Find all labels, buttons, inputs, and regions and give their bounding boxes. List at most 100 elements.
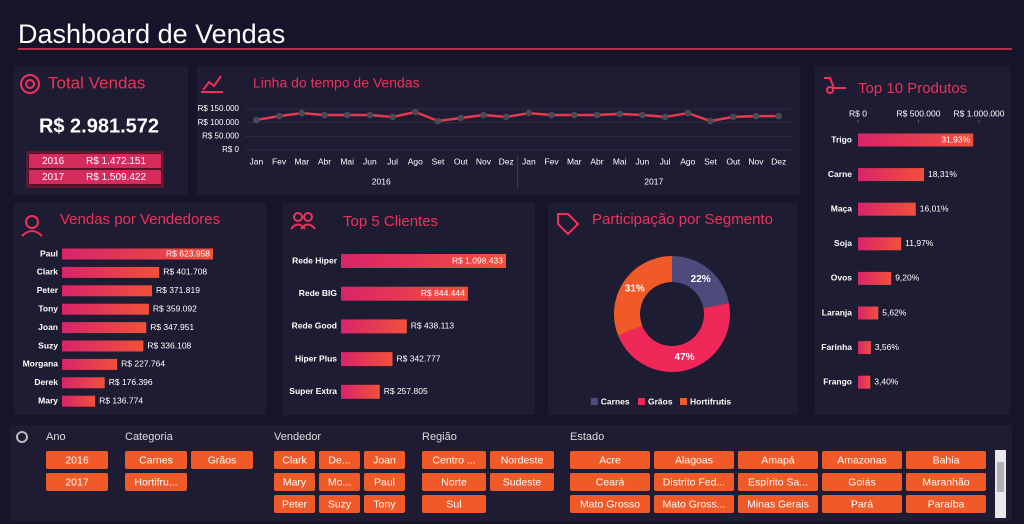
slicer-button[interactable] xyxy=(570,473,650,491)
slicer-button[interactable] xyxy=(319,495,360,513)
slicer-item: Minas Gerais xyxy=(747,498,809,510)
value-label: R$ 347.951 xyxy=(150,322,194,332)
value-label: 5,62% xyxy=(882,307,907,317)
slicer-button[interactable] xyxy=(906,451,986,469)
slicer-button[interactable] xyxy=(822,451,902,469)
category-label: Hiper Plus xyxy=(295,353,337,363)
x-tick-label: Jun xyxy=(636,156,650,166)
slicer-button[interactable] xyxy=(319,473,360,491)
slicer-item: Peter xyxy=(282,498,308,510)
slicer-item: Joan xyxy=(373,454,396,466)
kpi-year: 2017 xyxy=(42,172,65,183)
slicer-button[interactable] xyxy=(906,473,986,491)
slicer-button[interactable] xyxy=(738,473,818,491)
slicer-button[interactable] xyxy=(738,495,818,513)
x-tick-label: Nov xyxy=(476,156,492,166)
x-tick-label: R$ 500.000 xyxy=(897,108,941,118)
slicer-button[interactable] xyxy=(364,451,405,469)
slicer-button[interactable] xyxy=(654,495,734,513)
slicer-button[interactable] xyxy=(191,451,253,469)
slicer-button[interactable] xyxy=(364,495,405,513)
slicer-item: Paul xyxy=(374,476,395,488)
bar xyxy=(858,341,871,355)
x-tick-label: Jul xyxy=(660,156,671,166)
slicer-item: Mo... xyxy=(328,476,351,488)
category-label: Clark xyxy=(37,267,59,277)
slicer-button[interactable] xyxy=(125,451,187,469)
category-label: Carne xyxy=(828,169,852,179)
slicer-title: Região xyxy=(422,431,457,443)
slicer-title: Vendedor xyxy=(274,431,321,443)
slicer-button[interactable] xyxy=(570,495,650,513)
donut-slice xyxy=(672,256,729,309)
scroll-thumb[interactable] xyxy=(997,462,1004,492)
slicer-button[interactable] xyxy=(125,473,187,491)
slicer-item: Hortifru... xyxy=(134,476,177,488)
panel xyxy=(283,203,535,415)
chart-title: Participação por Segmento xyxy=(592,211,773,228)
slicer-item: 2016 xyxy=(65,454,89,466)
kpi-year: 2016 xyxy=(42,156,65,167)
slicer-item: Distrito Fed... xyxy=(663,476,725,488)
slicer-button[interactable] xyxy=(906,495,986,513)
x-tick-label: Ago xyxy=(408,156,423,166)
x-tick-label: Dez xyxy=(499,156,514,166)
slicer-button[interactable] xyxy=(822,495,902,513)
bar xyxy=(62,248,213,260)
x-tick-label: Fev xyxy=(544,156,559,166)
slicer-button[interactable] xyxy=(274,451,315,469)
slicer-button[interactable] xyxy=(274,473,315,491)
group-label: 2016 xyxy=(372,176,391,186)
category-label: Mary xyxy=(38,395,58,405)
line-marker xyxy=(343,111,351,119)
x-tick-label: Fev xyxy=(272,156,287,166)
slicer-item: Alagoas xyxy=(675,454,713,466)
bar xyxy=(858,271,892,285)
category-label: Super Extra xyxy=(289,386,337,396)
slicer-button[interactable] xyxy=(274,495,315,513)
legend-swatch xyxy=(638,398,645,405)
panel xyxy=(197,66,800,195)
bar xyxy=(341,384,380,399)
slicer-button[interactable] xyxy=(46,473,108,491)
slicer-button[interactable] xyxy=(738,451,818,469)
slicer-button[interactable] xyxy=(422,495,486,513)
value-label: R$ 371.819 xyxy=(156,285,200,295)
slicer-button[interactable] xyxy=(822,473,902,491)
bar xyxy=(341,286,468,301)
category-label: Rede Hiper xyxy=(292,255,338,265)
slicer-title: Categoria xyxy=(125,431,174,443)
slicer-item: Tony xyxy=(373,498,396,510)
value-label: R$ 359.092 xyxy=(153,303,197,313)
slicer-item: Carnes xyxy=(139,454,173,466)
slicer-button[interactable] xyxy=(654,473,734,491)
value-label: R$ 1.098.433 xyxy=(452,255,503,265)
line-marker xyxy=(593,111,601,119)
value-label: R$ 227.764 xyxy=(121,359,165,369)
category-label: Suzy xyxy=(38,340,58,350)
category-label: Laranja xyxy=(822,307,853,317)
y-tick-label: R$ 0 xyxy=(222,145,239,154)
y-tick-label: R$ 50.000 xyxy=(202,131,239,140)
slicer-button[interactable] xyxy=(490,451,554,469)
legend-label: Grãos xyxy=(648,396,673,406)
line-marker xyxy=(253,116,260,124)
slicer-button[interactable] xyxy=(364,473,405,491)
line-marker xyxy=(434,117,442,125)
slicer-button[interactable] xyxy=(422,451,486,469)
slicer-button[interactable] xyxy=(654,451,734,469)
category-label: Farinha xyxy=(821,342,852,352)
slicer-button[interactable] xyxy=(319,451,360,469)
slicer-button[interactable] xyxy=(46,451,108,469)
value-label: R$ 623.958 xyxy=(166,248,210,258)
bar xyxy=(62,395,96,407)
slicer-button[interactable] xyxy=(490,473,554,491)
slicer-title: Estado xyxy=(570,431,604,443)
bar xyxy=(62,285,152,297)
value-label: R$ 257.805 xyxy=(384,386,428,396)
slicer-button[interactable] xyxy=(422,473,486,491)
slicer-item: Sudeste xyxy=(503,476,542,488)
slicer-button[interactable] xyxy=(570,451,650,469)
